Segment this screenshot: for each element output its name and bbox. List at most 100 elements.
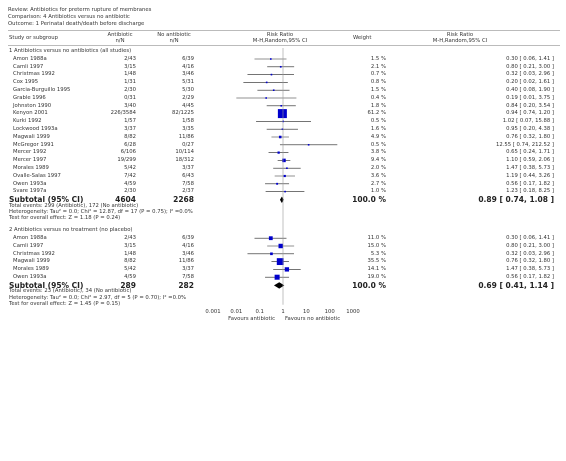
point-estimate [284, 267, 290, 272]
point-estimate [278, 243, 283, 249]
ctl-events: 3/35 [182, 126, 194, 132]
study-name: Morales 1989 [13, 266, 49, 273]
study-weight: 0.8 % [370, 79, 386, 86]
favours-right-label: Favours no antibiotic [285, 316, 340, 322]
study-name: Christmas 1992 [13, 71, 55, 78]
tick-label: 10 [303, 309, 310, 315]
study-ci: 0.20 [ 0.02, 1.61 ] [506, 79, 554, 86]
exp-events: 7/42 [124, 172, 136, 179]
study-ci: 0.80 [ 0.21, 3.00 ] [506, 242, 554, 249]
study-weight: 11.0 % [367, 235, 386, 241]
study-weight: 4.9 % [370, 133, 386, 140]
study-ci: 1.10 [ 0.59, 2.06 ] [506, 157, 554, 164]
study-name: Owen 1993a [13, 274, 47, 280]
study-ci: 0.32 [ 0.03, 2.96 ] [506, 71, 554, 78]
col-exp-header: Antibiotic [107, 32, 133, 38]
study-name: Mercer 1992 [13, 149, 47, 156]
study-weight: 0.5 % [370, 141, 386, 148]
point-estimate [270, 73, 273, 76]
ctl-events: 3/46 [182, 250, 194, 257]
subtotal-label: Subtotal (95% CI) [9, 195, 84, 205]
exp-events: 3/40 [124, 102, 136, 109]
study-ci: 1.47 [ 0.38, 5.73 ] [506, 165, 554, 171]
ctl-events: 7/58 [182, 274, 194, 280]
favours-left-label: Favours antibiotic [228, 316, 275, 322]
study-name: Camli 1997 [13, 63, 44, 70]
study-name: Lockwood 1993a [13, 126, 58, 132]
col-exp-sub: n/N [115, 38, 125, 44]
exp-events: 2/43 [124, 55, 136, 62]
col-weight-header: Weight [353, 35, 372, 41]
point-estimate [276, 258, 284, 266]
col-ctl-sub: n/N [169, 38, 179, 44]
ctl-events: 3/46 [182, 71, 194, 78]
ctl-events: 1/58 [182, 118, 194, 125]
point-estimate [281, 128, 284, 130]
subtotal-exp-n: 289 [120, 280, 136, 290]
tick-label: 1000 [346, 309, 360, 315]
study-weight: 5.3 % [370, 250, 386, 257]
col-rr-sub: M-H,Random,95% CI [252, 38, 308, 44]
study-weight: 1.5 % [370, 87, 386, 93]
study-ci: 0.30 [ 0.06, 1.41 ] [506, 235, 554, 241]
subtotal-ci: 0.89 [ 0.74, 1.08 ] [478, 195, 554, 205]
exp-events: 0/31 [124, 94, 136, 101]
exp-events: 6/106 [120, 149, 136, 156]
study-ci: 0.76 [ 0.32, 1.80 ] [506, 258, 554, 265]
study-name: Owen 1993a [13, 180, 47, 187]
study-weight: 14.1 % [367, 266, 386, 273]
study-weight: 0.4 % [370, 94, 386, 101]
study-name: Christmas 1992 [13, 250, 55, 257]
study-name: Amon 1988a [13, 235, 47, 241]
study-weight: 0.7 % [370, 71, 386, 78]
study-ci: 0.32 [ 0.03, 2.96 ] [506, 250, 554, 257]
study-name: Grable 1996 [13, 94, 46, 101]
study-name: Kenyon 2001 [13, 110, 48, 117]
study-ci: 0.80 [ 0.21, 3.00 ] [506, 63, 554, 70]
header-rule-bottom [8, 45, 560, 46]
study-ci: 0.84 [ 0.20, 3.54 ] [506, 102, 554, 109]
study-name: McGregor 1991 [13, 141, 54, 148]
study-name: Johnston 1990 [13, 102, 52, 109]
exp-events: 2/30 [124, 188, 136, 195]
study-name: Morales 1989 [13, 165, 49, 171]
study-name: Amon 1988a [13, 55, 47, 62]
col-study-header: Study or subgroup [9, 35, 58, 41]
point-estimate [269, 58, 272, 60]
point-estimate [276, 182, 279, 185]
point-estimate [284, 190, 286, 193]
exp-events: 3/15 [124, 63, 136, 70]
header-rule-top [8, 30, 560, 31]
ctl-events: 6/43 [182, 172, 194, 179]
study-weight: 2.1 % [370, 63, 386, 70]
exp-events: 226/3584 [110, 110, 136, 117]
study-weight: 15.0 % [367, 242, 386, 249]
study-name: Ovalle-Salas 1997 [13, 172, 61, 179]
study-name: Kurki 1992 [13, 118, 42, 125]
ctl-events: 11/86 [178, 133, 194, 140]
study-ci: 12.55 [ 0.74, 212.52 ] [495, 141, 554, 148]
exp-events: 2/43 [124, 235, 136, 241]
point-estimate [307, 144, 310, 146]
exp-events: 1/48 [124, 71, 136, 78]
exp-events: 6/28 [124, 141, 136, 148]
study-weight: 0.5 % [370, 118, 386, 125]
tick-label: 100 [325, 309, 336, 315]
col-rr2-sub: M-H,Random,95% CI [432, 38, 488, 44]
exp-events: 1/57 [124, 118, 136, 125]
ctl-events: 6/39 [182, 235, 194, 241]
study-weight: 1.0 % [370, 188, 386, 195]
exp-events: 5/42 [124, 165, 136, 171]
study-name: Garcia-Burguillo 1995 [13, 87, 71, 93]
study-weight: 9.4 % [370, 157, 386, 164]
col-ctl-header: No antibiotic [157, 32, 191, 38]
subtotal-diamond [279, 196, 284, 203]
col-rr-header: Risk Ratio [266, 32, 294, 38]
study-name: Svare 1997a [13, 188, 47, 195]
study-name: Magwali 1999 [13, 133, 50, 140]
study-weight: 3.6 % [370, 172, 386, 179]
study-weight: 1.5 % [370, 55, 386, 62]
exp-events: 3/15 [124, 242, 136, 249]
subtotal-ctl-n: 282 [178, 280, 194, 290]
study-weight: 2.0 % [370, 165, 386, 171]
